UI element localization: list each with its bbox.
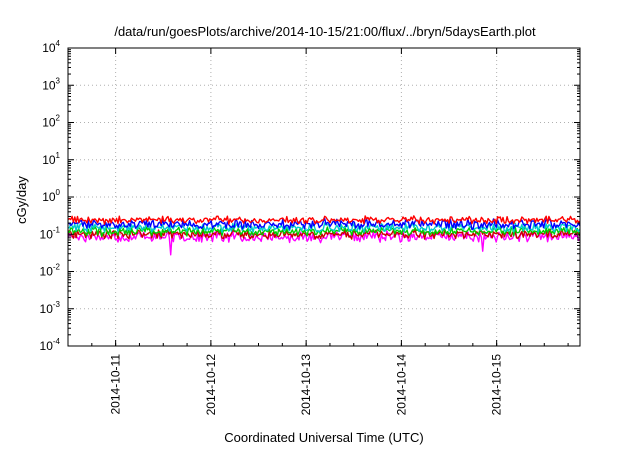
series-line-0 (67, 230, 581, 256)
x-tick-label: 2014-10-15 (490, 354, 504, 416)
x-axis-label: Coordinated Universal Time (UTC) (224, 430, 423, 445)
grid (68, 48, 580, 346)
y-tick-label: 10-3 (40, 300, 61, 316)
y-tick-label: 10-2 (40, 263, 61, 279)
x-tick-label: 2014-10-13 (299, 354, 313, 416)
y-axis-label: cGy/day (14, 176, 29, 224)
y-tick-label: 100 (42, 188, 60, 204)
x-tick-label: 2014-10-14 (394, 354, 408, 416)
y-tick-label: 103 (42, 76, 60, 92)
y-tick-label: 10-4 (40, 337, 61, 353)
y-tick-label: 10-1 (40, 225, 61, 241)
axes: 10-4 10-3 10-2 10-1 100 101 102 103 104 2014-10-1… (40, 39, 580, 415)
y-tick-label: 104 (42, 39, 60, 55)
x-tick-label: 2014-10-12 (204, 354, 218, 416)
chart-title: /data/run/goesPlots/archive/2014-10-15/2… (114, 24, 536, 39)
data-series-group (67, 215, 581, 256)
y-tick-label: 102 (42, 114, 60, 130)
series-line-3 (67, 222, 581, 234)
y-tick-label: 101 (42, 151, 60, 167)
x-tick-label: 2014-10-11 (109, 354, 123, 415)
series-line-5 (67, 215, 581, 225)
